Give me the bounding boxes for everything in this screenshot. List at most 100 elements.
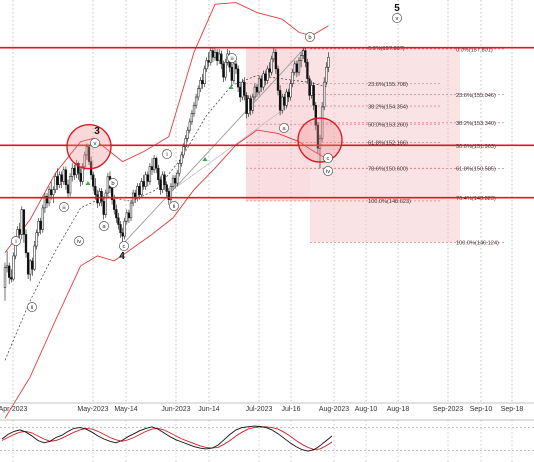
candle [293, 60, 296, 76]
x-tick-label: Jun-2023 [161, 406, 190, 413]
candle [232, 60, 236, 84]
x-tick-label: May-14 [114, 406, 137, 413]
candle [249, 95, 252, 116]
svg-text:iv: iv [77, 239, 81, 245]
fib-level-label: 0.0%(157.801) [456, 47, 493, 53]
x-tick-label: Jun-14 [198, 406, 220, 413]
wave-label-circled: i [162, 149, 172, 159]
candle [68, 173, 72, 197]
x-tick-label: Aug-18 [387, 406, 410, 413]
svg-text:v: v [94, 141, 97, 147]
candle [83, 151, 86, 170]
candle [169, 183, 173, 203]
candle [123, 217, 126, 240]
candle [260, 75, 263, 93]
candle [142, 174, 145, 190]
candle [314, 101, 317, 131]
candle [253, 83, 257, 101]
green-marker [202, 157, 208, 161]
candle [140, 178, 143, 198]
candle [96, 189, 99, 208]
fib-level-label: 50.0%(151.963) [456, 144, 496, 150]
wave-label-circled: ii [27, 302, 37, 312]
candle [24, 229, 28, 258]
fib-level-label: 61.8%(150.585) [456, 167, 496, 173]
candle [308, 75, 311, 101]
candle [197, 85, 200, 101]
svg-text:v: v [396, 16, 399, 22]
fib-level-label: 61.8%(152.166) [368, 141, 408, 147]
candle [316, 121, 320, 154]
candle [56, 168, 59, 190]
svg-text:iii: iii [62, 205, 65, 210]
candle [64, 166, 68, 190]
candle [224, 58, 227, 81]
candle [62, 166, 65, 185]
candle [251, 93, 254, 114]
candle [320, 101, 324, 142]
svg-text:ii: ii [173, 204, 176, 210]
candle [270, 55, 273, 76]
candle [94, 178, 97, 200]
candle [71, 163, 74, 182]
candle [148, 163, 152, 185]
candle [180, 151, 183, 167]
lower-band-line [4, 129, 329, 419]
fib-level-label: 76.4%(148.823) [456, 196, 496, 202]
candle [299, 52, 303, 68]
candle [283, 93, 286, 111]
wave-iv-highlight-circle [297, 117, 343, 163]
candle [285, 88, 288, 109]
candle [266, 65, 269, 84]
candle [12, 252, 15, 281]
candle [22, 209, 26, 243]
candle [295, 60, 299, 78]
candle [176, 169, 179, 187]
wave-label-circled: v [90, 138, 100, 148]
candle [274, 49, 278, 74]
candle [3, 262, 7, 301]
trend-line [176, 111, 281, 187]
wave-label-circled: iii [59, 202, 69, 212]
candle [161, 171, 164, 194]
fib-level-label: 23.6%(155.046) [456, 93, 496, 99]
candle [45, 193, 49, 208]
green-marker [228, 85, 234, 89]
wave-label-circled: iv [74, 236, 84, 246]
candle [125, 209, 128, 225]
wave-label-circled: c [323, 153, 333, 163]
fib-level-label: 23.6%(155.708) [368, 82, 408, 88]
svg-text:iii: iii [230, 56, 233, 61]
candle [77, 161, 80, 180]
x-tick-label: Aug-10 [355, 406, 378, 413]
candle [304, 47, 307, 68]
candle [213, 47, 217, 61]
candle [66, 179, 70, 198]
x-tick-label: Jul-2023 [246, 406, 273, 413]
svg-text:c: c [327, 156, 330, 162]
candle [203, 65, 206, 88]
fib-level-label: 78.6%(150.600) [368, 167, 408, 173]
wave-label-circled: a [279, 123, 289, 133]
candle [10, 269, 13, 283]
candle [173, 174, 177, 189]
svg-text:b: b [111, 181, 114, 187]
candle [75, 159, 78, 179]
x-tick-label: Apr-2023 [0, 406, 28, 413]
candle [325, 62, 328, 86]
candle [163, 171, 166, 190]
candle [87, 146, 91, 165]
candle [243, 77, 246, 101]
candle [245, 92, 248, 119]
candle [272, 47, 275, 63]
stochastic-d-line [1, 426, 333, 451]
candle [167, 188, 170, 205]
x-axis: Apr-2023 May-2023 May-14 Jun-2023 Jun-14 Jul-… [0, 402, 534, 413]
fib-level-label: 100.0%(146.124) [456, 241, 499, 247]
wave-label-circled: v [392, 13, 402, 23]
candle [310, 80, 313, 99]
x-tick-label: Aug-2023 [319, 406, 349, 413]
candle [29, 259, 32, 281]
candle [178, 159, 181, 177]
